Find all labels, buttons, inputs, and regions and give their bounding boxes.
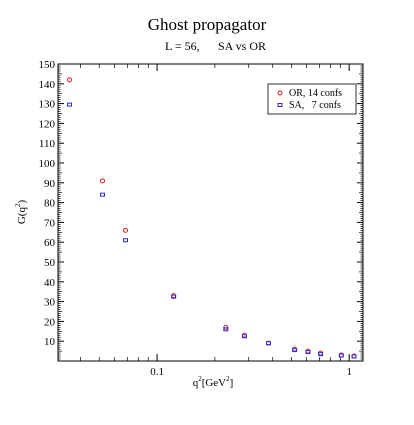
y-tick-label: 30	[44, 297, 56, 309]
sa-data-point	[265, 341, 271, 346]
legend-marker-or	[277, 90, 283, 96]
x-axis-label-q: q	[193, 377, 199, 389]
axis-tick-labels: 10 20 30 40 50 60 70 80 90 100 110 120 130 140 150 0.1 1	[39, 59, 352, 378]
sa-data-point	[171, 294, 177, 299]
data-points	[66, 77, 357, 359]
y-tick-label: 80	[44, 198, 56, 210]
sa-data-point	[123, 238, 129, 243]
legend-marker-sa	[277, 103, 283, 107]
y-axis-label-close: )	[16, 200, 28, 204]
or-data-point	[66, 77, 72, 83]
chart-subtitle-lattice: L = 56,	[165, 39, 200, 53]
axis-ticks	[58, 63, 363, 361]
x-axis-label-sup-1: 2	[198, 375, 202, 383]
x-axis-label-sup-2: 2	[226, 375, 230, 383]
y-axis-label-sup: 2	[14, 203, 22, 207]
y-tick-label: 90	[44, 178, 56, 190]
legend-label-or: OR, 14 confs	[289, 88, 342, 99]
y-tick-label: 110	[39, 138, 56, 150]
y-tick-label: 20	[44, 316, 56, 328]
sa-data-point	[223, 327, 229, 332]
y-tick-label: 70	[44, 217, 56, 229]
sa-data-point	[100, 192, 106, 197]
y-axis-label: G(q2)	[14, 200, 28, 225]
or-data-point	[100, 178, 106, 184]
x-tick-label: 0.1	[150, 366, 164, 378]
y-tick-label: 120	[39, 118, 56, 130]
y-tick-label: 10	[44, 336, 56, 348]
x-axis-label-unit: [GeV	[202, 377, 226, 389]
legend-box	[267, 83, 357, 115]
sa-data-point	[351, 354, 357, 359]
legend-label-sa: SA, 7 confs	[289, 100, 341, 111]
sa-data-point	[66, 102, 72, 107]
y-tick-label: 60	[44, 237, 56, 249]
sa-data-point	[292, 348, 298, 353]
or-data-point	[318, 350, 324, 356]
or-data-point	[305, 348, 311, 354]
legend: OR, 14 confs SA, 7 confs	[267, 83, 357, 115]
y-tick-label: 50	[44, 257, 56, 269]
or-data-point	[123, 227, 129, 233]
x-axis-label: q2[GeV2]	[193, 375, 234, 389]
y-tick-label: 130	[39, 99, 56, 111]
sa-data-point	[305, 350, 311, 355]
x-axis-label-close: ]	[230, 377, 234, 389]
sa-data-point	[338, 353, 344, 358]
or-data-point	[241, 332, 247, 338]
y-tick-label: 100	[39, 158, 56, 170]
y-tick-label: 140	[39, 79, 56, 91]
x-tick-label: 1	[346, 366, 352, 378]
sa-data-point	[241, 334, 247, 339]
sa-data-point	[318, 352, 324, 357]
or-data-point	[171, 293, 177, 299]
chart-title: Ghost propagator	[148, 15, 267, 34]
or-data-point	[292, 346, 298, 352]
y-axis-label-g: G(q	[16, 207, 28, 225]
y-tick-label: 150	[39, 59, 56, 71]
chart-subtitle-comparison: SA vs OR	[218, 39, 266, 53]
y-tick-label: 40	[44, 277, 56, 289]
